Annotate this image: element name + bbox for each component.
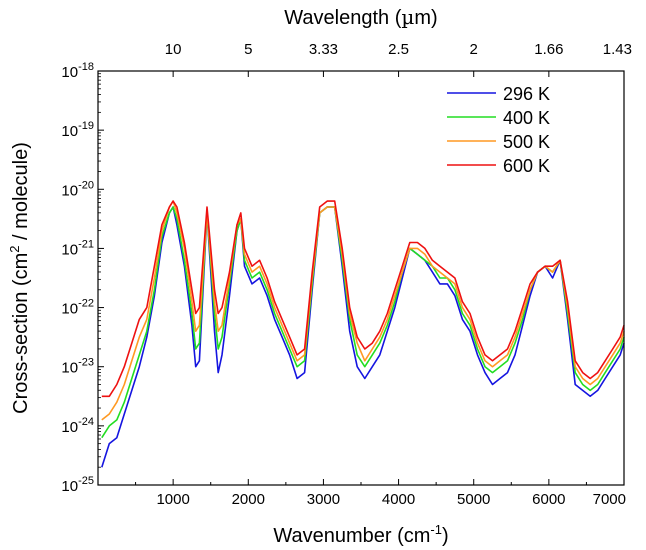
legend-label: 500 K <box>503 132 550 152</box>
legend-label: 400 K <box>503 108 550 128</box>
legend-label: 296 K <box>503 84 550 104</box>
top-tick-label: 3.33 <box>309 41 338 58</box>
y-axis-ticks: 10-18 10-19 10-20 10-21 10-22 10-23 10-24 10-25 <box>61 61 104 495</box>
x-tick-label: 5000 <box>457 491 490 508</box>
x-tick-label: 1000 <box>156 491 189 508</box>
y-tick-label: 10-23 <box>61 357 94 377</box>
top-tick-label: 1.43 <box>603 41 632 58</box>
top-tick-label: 2.5 <box>388 41 409 58</box>
top-tick-label: 10 <box>165 41 182 58</box>
top-tick-label: 1.66 <box>534 41 563 58</box>
series-line-3 <box>101 200 625 398</box>
x-tick-label: 3000 <box>307 491 340 508</box>
x-tick-label: 4000 <box>382 491 415 508</box>
series-line-2 <box>101 200 625 421</box>
series-group <box>101 200 625 468</box>
y-tick-label: 10-22 <box>61 298 94 318</box>
top-axis-title: Wavelength (µm) <box>284 5 437 29</box>
y-tick-label: 10-20 <box>61 179 94 199</box>
x-tick-label: 7000 <box>593 491 626 508</box>
x-axis-title: Wavenumber (cm-1) <box>273 522 448 547</box>
x-tick-label: 2000 <box>232 491 265 508</box>
y-tick-label: 10-24 <box>61 416 94 436</box>
x-tick-label: 6000 <box>532 491 565 508</box>
top-tick-label: 2 <box>470 41 478 58</box>
top-tick-label: 5 <box>244 41 252 58</box>
top-axis-ticks: 10 5 3.33 2.5 2 1.66 1.43 <box>165 41 632 77</box>
y-tick-label: 10-18 <box>61 61 94 81</box>
y-tick-label: 10-25 <box>61 475 94 495</box>
y-tick-label: 10-21 <box>61 238 94 258</box>
legend-label: 600 K <box>503 156 550 176</box>
legend: 296 K 400 K 500 K 600 K <box>447 84 550 176</box>
series-line-0 <box>101 206 625 468</box>
y-tick-label: 10-19 <box>61 120 94 140</box>
x-axis-ticks: 1000 2000 3000 4000 5000 6000 7000 <box>135 479 626 508</box>
y-axis-title: Cross-section (cm2 / molecule) <box>7 142 32 414</box>
